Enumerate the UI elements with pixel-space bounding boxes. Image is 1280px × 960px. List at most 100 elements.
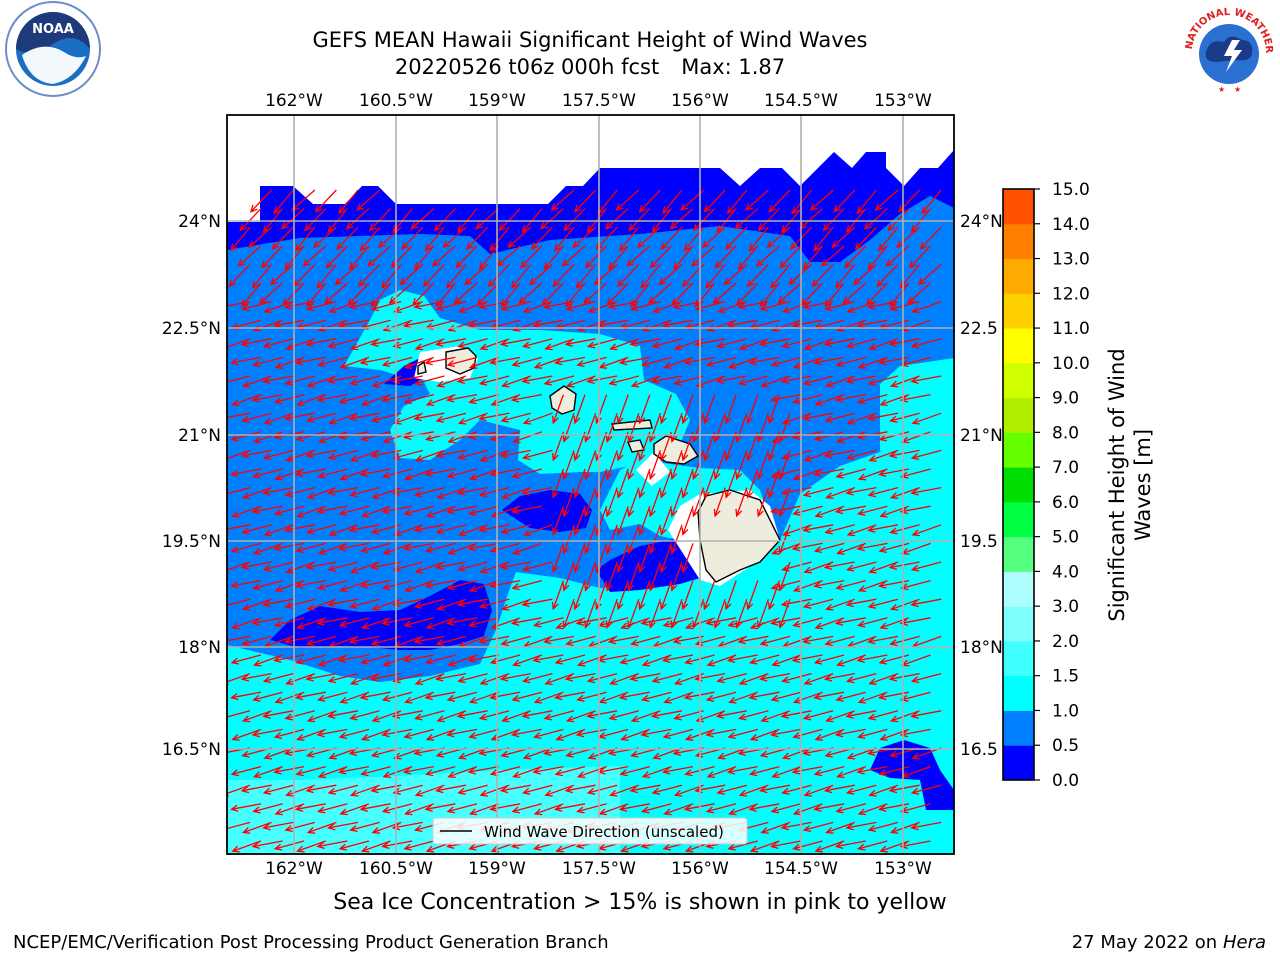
wind-arrow	[618, 691, 650, 701]
wind-arrow	[252, 579, 283, 591]
wind-arrow	[802, 412, 834, 422]
wind-arrow	[317, 542, 348, 555]
wind-arrow	[673, 375, 704, 386]
wind-arrow	[403, 840, 434, 851]
wind-arrow	[780, 375, 812, 385]
wind-arrow	[780, 710, 812, 719]
wind-arrow	[648, 487, 662, 518]
colorbar-tick-label: 0.0	[1052, 771, 1079, 791]
wind-arrow	[868, 672, 899, 686]
wind-arrow	[262, 672, 294, 684]
wind-arrow	[393, 524, 424, 537]
wind-arrow	[336, 226, 359, 250]
wind-arrow	[767, 580, 781, 611]
wind-arrow	[239, 208, 262, 232]
wind-arrow	[274, 803, 305, 816]
lon-tick-label: 154.5°W	[764, 91, 838, 111]
wind-arrow	[273, 319, 305, 329]
wind-arrow	[705, 691, 737, 702]
wind-arrow	[908, 245, 932, 269]
wind-arrow	[576, 654, 607, 667]
colorbar-frame	[1002, 188, 1035, 781]
wind-arrow	[716, 784, 747, 795]
wind-arrow	[507, 226, 532, 249]
wind-arrow	[230, 654, 262, 665]
wind-arrow	[715, 710, 747, 719]
wind-arrow	[532, 728, 564, 740]
wind-arrow	[489, 356, 521, 366]
wind-arrow	[607, 635, 639, 645]
wind-arrow	[551, 394, 565, 425]
wind-arrow	[737, 300, 769, 310]
wind-arrow	[487, 263, 510, 288]
wind-arrow	[825, 375, 856, 388]
wind-arrow	[316, 691, 348, 702]
wind-arrow	[338, 189, 359, 215]
wind-arrow	[435, 449, 467, 459]
wind-arrow	[771, 542, 802, 555]
colorbar-segment	[1003, 501, 1034, 538]
wind-arrow	[478, 635, 510, 645]
wind-arrow	[825, 486, 856, 500]
wind-arrow	[672, 635, 704, 645]
wind-arrow	[878, 356, 910, 366]
wind-arrow	[628, 208, 651, 232]
wind-arrow	[748, 654, 780, 665]
wind-arrow	[327, 449, 359, 461]
wind-arrow	[295, 765, 326, 777]
wind-arrow	[271, 226, 294, 250]
wind-arrow	[360, 765, 391, 777]
wind-arrow	[543, 635, 575, 645]
wind-arrow	[692, 487, 705, 518]
wind-arrow	[241, 710, 272, 723]
wind-arrow	[532, 319, 564, 329]
wind-arrow	[757, 208, 780, 232]
wind-arrow	[499, 338, 531, 347]
wind-arrow	[648, 450, 662, 481]
wind-arrow	[478, 486, 510, 498]
wind-arrow	[911, 524, 942, 537]
wind-arrow	[638, 189, 661, 213]
wind-arrow	[521, 375, 553, 385]
wind-arrow	[584, 412, 597, 443]
colorbar-tick-label: 1.0	[1052, 701, 1079, 721]
colorbar-tick-label: 1.5	[1052, 667, 1079, 687]
wind-arrow	[381, 579, 413, 591]
wind-arrow	[263, 524, 294, 537]
wind-arrow	[879, 393, 910, 407]
wind-arrow	[888, 449, 920, 459]
wind-arrow	[823, 338, 855, 347]
wind-arrow	[681, 431, 694, 462]
wind-arrow	[846, 412, 877, 425]
wind-arrow	[584, 561, 597, 592]
wind-arrow	[251, 263, 273, 289]
wind-arrow	[713, 450, 726, 481]
wind-arrow	[501, 375, 532, 388]
wind-arrow	[345, 208, 370, 230]
lat-tick-label: 21°N	[178, 426, 221, 446]
wind-arrow	[867, 598, 899, 609]
wind-arrow	[544, 338, 575, 351]
wind-arrow	[791, 319, 823, 329]
colorbar-tick-label: 11.0	[1052, 319, 1090, 339]
wind-arrow	[349, 449, 380, 462]
wind-arrow	[447, 765, 478, 779]
wind-arrow	[323, 282, 348, 304]
wind-arrow	[640, 356, 672, 368]
wind-arrow	[842, 282, 867, 304]
wind-arrow	[899, 393, 931, 403]
wind-arrow	[856, 542, 888, 552]
wind-arrow	[630, 710, 661, 723]
wind-arrow	[759, 784, 791, 794]
wind-arrow	[404, 579, 435, 593]
colorbar-segment	[1003, 223, 1034, 260]
wind-arrow	[468, 393, 499, 405]
wind-arrow	[284, 486, 315, 498]
wind-arrow	[489, 468, 521, 478]
wind-arrow	[605, 561, 618, 592]
wind-arrow	[393, 300, 424, 314]
wind-arrow	[231, 505, 262, 518]
wind-arrow	[381, 505, 413, 515]
wind-arrow	[705, 356, 737, 368]
wind-arrow	[327, 598, 359, 608]
